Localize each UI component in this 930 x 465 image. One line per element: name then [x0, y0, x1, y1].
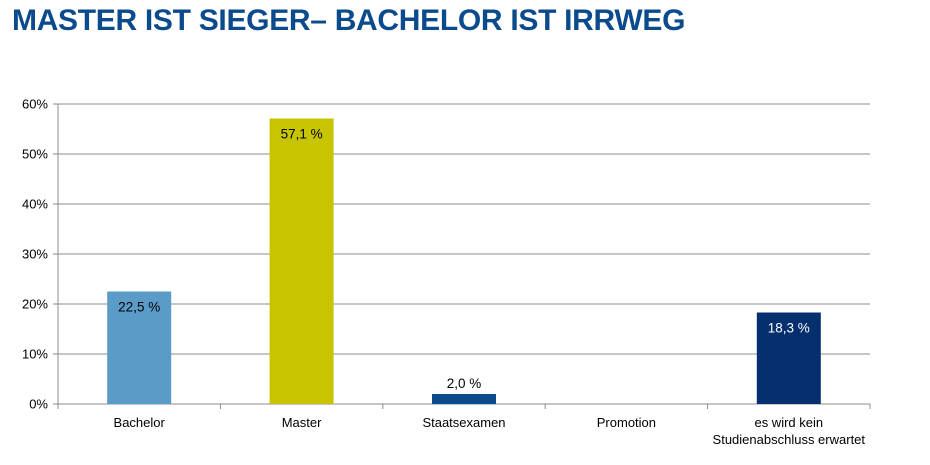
- bar: [269, 118, 334, 404]
- y-tick-label: 10%: [22, 347, 48, 362]
- y-tick-label: 50%: [22, 147, 48, 162]
- data-label: 57,1 %: [281, 127, 323, 142]
- data-label: 22,5 %: [118, 300, 160, 315]
- data-label: 18,3 %: [768, 321, 810, 336]
- x-category-label: Staatsexamen: [422, 415, 505, 430]
- x-category-label: Promotion: [597, 415, 656, 430]
- bar: [756, 312, 821, 404]
- y-tick-label: 20%: [22, 297, 48, 312]
- chart-title: MASTER IST SIEGER– BACHELOR IST IRRWEG: [12, 4, 686, 37]
- x-category-label: Bachelor: [114, 415, 166, 430]
- x-category-label: Studienabschluss erwartet: [713, 432, 866, 447]
- bar: [107, 291, 172, 404]
- y-tick-label: 40%: [22, 197, 48, 212]
- y-tick-label: 60%: [22, 97, 48, 112]
- data-label: 2,0 %: [447, 376, 482, 391]
- x-category-label: es wird kein: [754, 415, 823, 430]
- y-tick-label: 30%: [22, 247, 48, 262]
- bar: [432, 394, 496, 404]
- y-tick-label: 0%: [29, 397, 48, 412]
- x-category-label: Master: [282, 415, 322, 430]
